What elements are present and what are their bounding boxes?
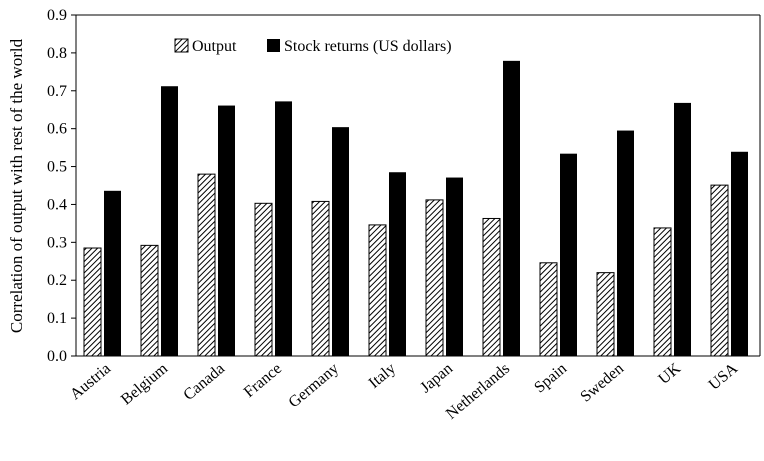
x-tick-label: Belgium (118, 360, 172, 409)
bars (83, 60, 748, 357)
bar-output-germany (311, 200, 330, 357)
x-tick-label: UK (655, 360, 684, 388)
bar-output-austria (83, 247, 102, 357)
bar-stock-returns-belgium (161, 86, 178, 356)
bar-stock-returns-sweden (617, 130, 634, 356)
y-tick-label: 0.0 (47, 348, 67, 365)
x-tick-label: Italy (366, 360, 399, 392)
y-tick-label: 0.4 (47, 196, 67, 213)
x-tick-label: France (241, 360, 285, 401)
bar-output-spain (539, 262, 558, 357)
legend-label-stock-returns: Stock returns (US dollars) (284, 38, 452, 55)
y-tick-label: 0.1 (47, 310, 67, 327)
legend-swatch-stock-returns (267, 39, 280, 52)
y-tick-label: 0.5 (47, 159, 67, 176)
x-tick-label: Canada (180, 360, 228, 404)
x-tick-label: Austria (67, 360, 114, 403)
bar-output-sweden (596, 272, 615, 357)
x-axis-labels: Austria Belgium Canada France Germany Italy Ja… (67, 360, 741, 423)
bar-stock-returns-canada (218, 105, 235, 356)
legend: Output Stock returns (US dollars) (174, 38, 452, 55)
y-tick-label: 0.3 (47, 234, 67, 251)
bar-output-belgium (140, 244, 159, 357)
bar-stock-returns-italy (389, 172, 406, 356)
bar-stock-returns-germany (332, 127, 349, 356)
bar-stock-returns-france (275, 101, 292, 357)
y-axis-title: Correlation of output with rest of the w… (7, 38, 26, 333)
legend-swatch-output (174, 38, 189, 53)
bar-stock-returns-uk (674, 102, 691, 356)
x-tick-label: Sweden (577, 360, 627, 406)
bar-output-uk (653, 227, 672, 357)
bar-output-italy (368, 224, 387, 357)
bar-stock-returns-netherlands (503, 60, 520, 357)
y-axis-ticks: 0.0 0.1 0.2 0.3 0.4 0.5 0.6 0.7 0.8 0.9 (47, 7, 76, 365)
y-tick-label: 0.2 (47, 272, 67, 289)
y-tick-label: 0.8 (47, 45, 67, 62)
x-tick-label: USA (706, 360, 742, 394)
bar-output-japan (425, 199, 444, 357)
bar-stock-returns-usa (731, 151, 748, 356)
bar-output-usa (710, 184, 729, 357)
y-tick-label: 0.9 (47, 7, 67, 24)
bar-stock-returns-japan (446, 177, 463, 356)
bar-output-netherlands (482, 217, 501, 357)
x-tick-label: Spain (531, 360, 570, 396)
x-tick-label: Netherlands (443, 360, 513, 423)
y-tick-label: 0.6 (47, 121, 67, 138)
bar-output-france (254, 202, 273, 357)
bar-stock-returns-spain (560, 153, 577, 356)
x-tick-label: Germany (286, 360, 343, 411)
y-tick-label: 0.7 (47, 83, 67, 100)
bar-stock-returns-austria (104, 190, 121, 356)
bar-output-canada (197, 173, 216, 357)
x-tick-label: Japan (417, 360, 456, 396)
legend-label-output: Output (192, 38, 237, 55)
